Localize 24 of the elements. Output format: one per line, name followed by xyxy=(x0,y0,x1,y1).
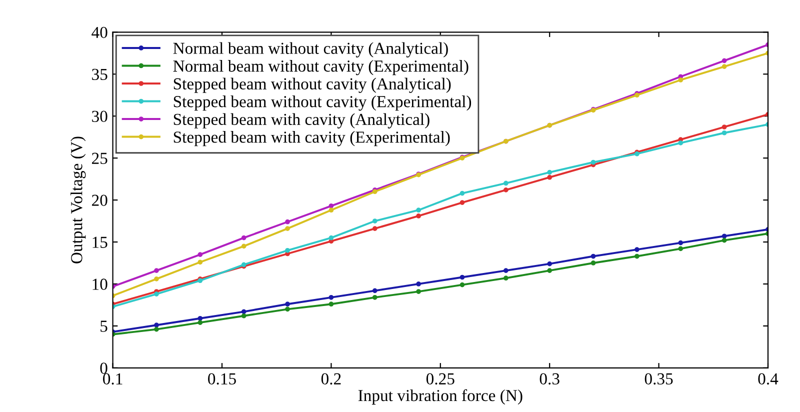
legend-label: Stepped beam without cavity (Experimental) xyxy=(174,96,472,111)
y-tick-label: 10 xyxy=(92,278,108,290)
y-tick-label: 25 xyxy=(92,152,108,164)
x-axis-title: Input vibration force (N) xyxy=(358,389,522,405)
y-axis-title: Output Voltage (V) xyxy=(70,136,86,264)
legend-label: Stepped beam without cavity (Analytical) xyxy=(174,78,451,93)
x-tick-label: 0.4 xyxy=(758,373,778,385)
x-tick-label: 0.3 xyxy=(540,373,560,385)
legend-label: Normal beam without cavity (Experimental) xyxy=(173,60,468,76)
y-tick-label: 35 xyxy=(92,68,108,80)
x-tick-label: 0.25 xyxy=(426,373,454,385)
x-tick-label: 0.15 xyxy=(208,373,236,385)
y-tick-label: 5 xyxy=(100,320,108,332)
x-tick-label: 0.35 xyxy=(644,373,673,385)
y-tick-label: 20 xyxy=(92,194,108,206)
legend-label: Stepped beam with cavity (Analytical) xyxy=(174,113,430,128)
x-tick-label: 0.1 xyxy=(103,373,122,385)
legend-label: Stepped beam with cavity (Experimental) xyxy=(174,131,450,146)
y-tick-label: 15 xyxy=(92,236,108,248)
y-tick-label: 40 xyxy=(92,26,108,38)
y-tick-label: 30 xyxy=(92,110,108,122)
x-tick-label: 0.2 xyxy=(321,373,341,385)
legend-label: Normal beam without cavity (Analytical) xyxy=(173,42,448,58)
y-tick-label: 0 xyxy=(100,362,108,374)
